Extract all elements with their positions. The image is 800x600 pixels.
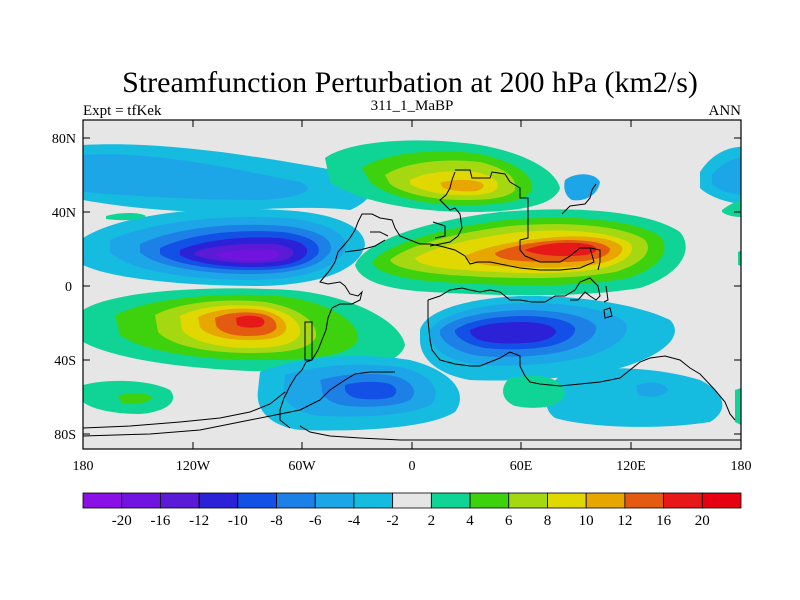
colorbar-label: -2 [386,513,399,529]
colorbar-swatch [237,492,277,509]
colorbar-swatch [198,492,239,509]
contour-field [83,120,741,449]
colorbar-swatch [701,492,742,509]
contour-north-pacific-negative [83,144,373,212]
lon-tick-label: 120W [176,459,211,474]
colorbar-swatch [392,492,432,509]
lon-tick-label: 60E [510,459,533,474]
colorbar-label: 8 [544,513,552,529]
colorbar-label: 16 [656,513,672,529]
contour-southern-ocean-low [257,356,723,431]
run-label: 311_1_MaBP [371,98,454,114]
map-title: Streamfunction Perturbation at 200 hPa (… [122,66,698,99]
colorbar-swatch [508,492,548,509]
lon-tick-label: 180 [73,459,94,474]
colorbar-label: -12 [189,513,209,529]
contour-indian-ocean-low [420,295,675,381]
colorbar-swatch [314,492,355,509]
contour-south-pacific-high [83,288,405,372]
colorbar-label: -8 [270,513,283,529]
colorbar-label: 12 [617,513,632,529]
axis-ticks [82,120,742,449]
colorbar-label: 20 [695,513,710,529]
colorbar-label: 2 [428,513,436,529]
lat-tick-label: 0 [65,280,72,295]
lon-tick-label: 180 [731,459,752,474]
colorbar-label: -20 [112,513,132,529]
season-label: ANN [709,103,742,119]
colorbar-label: -6 [309,513,322,529]
colorbar-swatch [160,492,200,509]
colorbar-label: 10 [579,513,594,529]
colorbar: -20 -16 -12 -10 -8 -6 -4 -2 2 4 6 8 10 12 16 20 [82,492,742,529]
colorbar-label: -4 [348,513,361,529]
coastline-outlines [83,169,741,441]
lat-tick-label: 80N [52,132,76,147]
colorbar-label: -16 [150,513,170,529]
colorbar-swatch [663,492,703,509]
lon-tick-label: 60W [288,459,316,474]
colorbar-label: 6 [505,513,513,529]
lon-tick-label: 0 [409,459,416,474]
lat-tick-label: 80S [54,428,76,443]
colorbar-label: -10 [228,513,248,529]
contour-eurasia-high [325,140,560,212]
longitude-labels: 180 120W 60W 0 60E 120E 180 [73,459,752,474]
colorbar-swatch [430,492,471,509]
contour-small-positive [106,213,146,221]
colorbar-swatch [121,492,161,509]
latitude-labels: 80N 40N 0 40S 80S [52,132,76,443]
colorbar-swatch [276,492,316,509]
colorbar-swatch [353,492,394,509]
lat-tick-label: 40S [54,354,76,369]
lat-tick-label: 40N [52,206,76,221]
contour-pacific-low [83,208,365,286]
colorbar-label: 4 [466,513,474,529]
colorbar-swatch [585,492,626,509]
colorbar-swatch [547,492,587,509]
experiment-label: Expt = tfKek [83,103,162,119]
lon-tick-label: 120E [616,459,646,474]
colorbar-swatch [469,492,510,509]
colorbar-swatch [82,492,123,509]
colorbar-swatch [624,492,664,509]
